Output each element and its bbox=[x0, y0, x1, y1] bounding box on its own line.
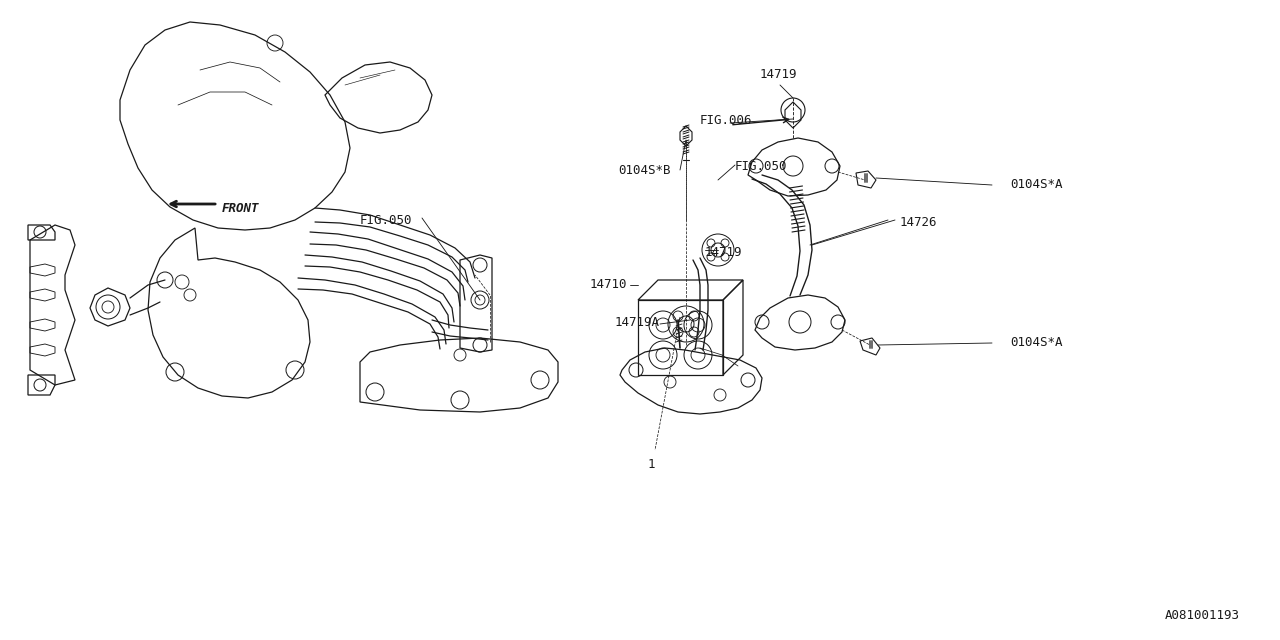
Text: FIG.050: FIG.050 bbox=[735, 161, 787, 173]
Text: 14719: 14719 bbox=[760, 68, 797, 81]
Text: 14726: 14726 bbox=[900, 216, 937, 228]
Text: 14719A: 14719A bbox=[614, 316, 660, 328]
Text: A081001193: A081001193 bbox=[1165, 609, 1240, 622]
Text: 0104S*A: 0104S*A bbox=[1010, 179, 1062, 191]
Text: 1: 1 bbox=[648, 458, 655, 472]
Text: FIG.050: FIG.050 bbox=[360, 214, 412, 227]
Text: 0104S*B: 0104S*B bbox=[618, 163, 671, 177]
Text: 0104S*A: 0104S*A bbox=[1010, 337, 1062, 349]
Text: FIG.006: FIG.006 bbox=[700, 113, 753, 127]
Text: FRONT: FRONT bbox=[221, 202, 260, 214]
Text: 14719: 14719 bbox=[705, 246, 742, 259]
Text: 14710: 14710 bbox=[590, 278, 627, 291]
